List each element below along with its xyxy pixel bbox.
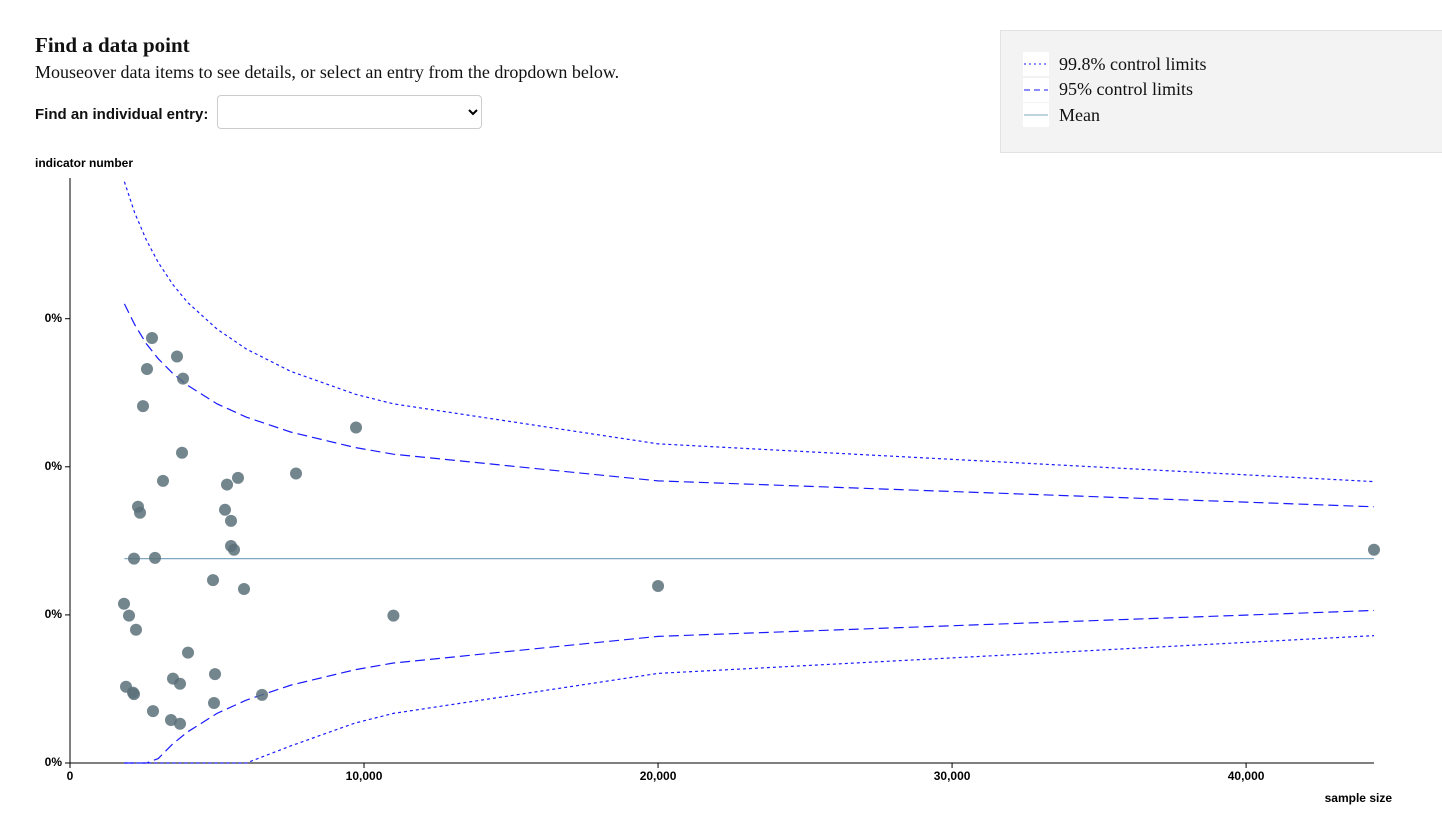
- point: [208, 697, 221, 710]
- point: [128, 688, 141, 701]
- point: [387, 609, 400, 622]
- title: Find a data point: [35, 33, 190, 57]
- x-tick-label: 20,000: [640, 769, 677, 783]
- legend-swatch: [1023, 52, 1049, 76]
- x-tick-label: 30,000: [934, 769, 971, 783]
- point: [221, 478, 234, 491]
- point: [130, 623, 143, 636]
- point: [232, 471, 245, 484]
- entry-dropdown[interactable]: [217, 95, 482, 129]
- line-lower: [124, 609, 1375, 764]
- legend-item: 95% control limits: [1023, 77, 1193, 102]
- point: [209, 668, 222, 681]
- line-lower: [124, 635, 1375, 764]
- point: [147, 705, 160, 718]
- point: [225, 514, 238, 527]
- point: [256, 688, 269, 701]
- point: [1368, 543, 1380, 556]
- y-axis-label: indicator number: [35, 156, 133, 170]
- legend-label: 99.8% control limits: [1059, 53, 1207, 74]
- legend-swatch: [1023, 77, 1049, 102]
- point: [134, 506, 147, 519]
- point: [238, 582, 251, 595]
- point: [177, 372, 190, 385]
- point: [228, 543, 241, 556]
- line-upper: [123, 303, 1375, 508]
- x-axis-label: sample size: [1325, 791, 1393, 805]
- legend-item: 99.8% control limits: [1023, 52, 1207, 76]
- point: [157, 474, 170, 487]
- y-tick-label: 0%: [45, 755, 63, 769]
- legend-item: Mean: [1023, 103, 1100, 127]
- point: [652, 580, 665, 593]
- point: [118, 597, 131, 610]
- x-tick-label: 0: [67, 769, 74, 783]
- x-tick-label: 40,000: [1228, 769, 1265, 783]
- point: [176, 446, 189, 459]
- point: [173, 677, 186, 690]
- point: [290, 467, 303, 480]
- point: [173, 717, 186, 730]
- y-tick-label: 0%: [45, 459, 63, 473]
- y-tick-label: 0%: [45, 607, 63, 621]
- point: [207, 574, 220, 587]
- x-tick-label: 10,000: [346, 769, 383, 783]
- legend-label: Mean: [1059, 104, 1100, 125]
- filter-label: Find an individual entry:: [35, 106, 209, 123]
- legend-swatch: [1023, 103, 1049, 127]
- point: [182, 646, 195, 659]
- legend-label: 95% control limits: [1059, 79, 1193, 99]
- subtitle: Mouseover data items to see details, or …: [35, 62, 620, 82]
- point: [164, 714, 177, 727]
- point: [137, 400, 150, 413]
- y-tick-label: 0%: [45, 311, 63, 325]
- point: [350, 421, 363, 434]
- point: [128, 552, 141, 565]
- point: [149, 551, 162, 564]
- point: [146, 331, 159, 344]
- point: [170, 350, 183, 363]
- point: [141, 363, 154, 376]
- legend: 99.8% control limits 95% control limits Me…: [1000, 30, 1442, 153]
- line-upper: [123, 181, 1375, 483]
- point: [219, 503, 232, 516]
- point: [123, 609, 136, 622]
